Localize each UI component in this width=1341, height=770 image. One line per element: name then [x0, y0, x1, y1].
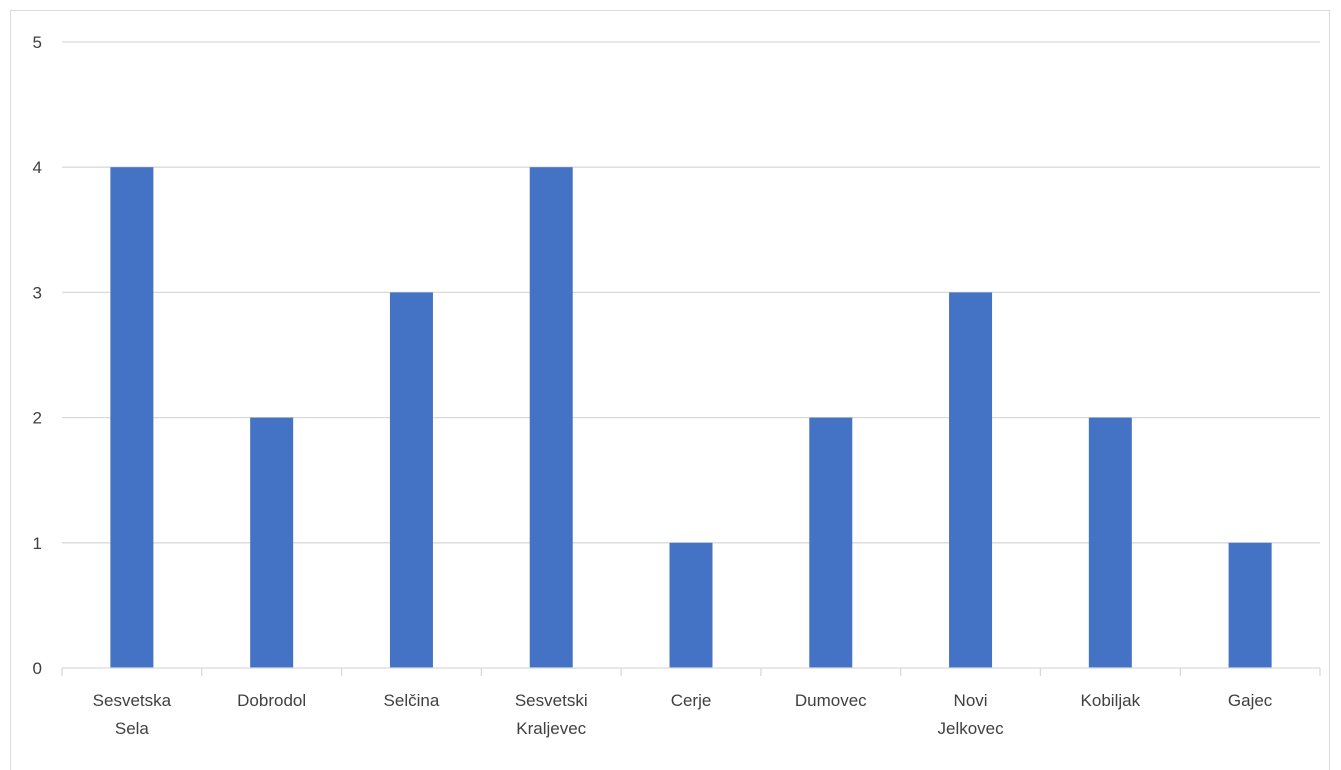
bar [110, 167, 154, 668]
bar [1228, 542, 1272, 668]
bar [529, 167, 573, 668]
x-tick-label: Sesvetski Kraljevec [515, 691, 588, 738]
bar [949, 292, 993, 668]
x-tick-label: Dumovec [795, 691, 867, 710]
y-tick-label: 2 [33, 409, 42, 428]
bar [809, 417, 853, 668]
bars [110, 167, 1272, 668]
x-tick-label: Cerje [671, 691, 712, 710]
x-tick-label: Sesvetska Sela [93, 691, 172, 738]
y-tick-label: 4 [33, 158, 42, 177]
x-axis [61, 667, 1321, 676]
bar [1088, 417, 1132, 668]
x-tick-label: Kobiljak [1081, 691, 1141, 710]
x-tick-label: Dobrodol [237, 691, 306, 710]
bar [250, 417, 294, 668]
x-tick-label: Gajec [1228, 691, 1273, 710]
y-tick-label: 5 [33, 33, 42, 52]
y-tick-label: 0 [33, 659, 42, 678]
y-tick-label: 1 [33, 534, 42, 553]
bar [669, 542, 713, 668]
x-axis-labels: Sesvetska Sela Dobrodol Selčina Sesvetski Kra… [93, 691, 1273, 738]
y-tick-label: 3 [33, 283, 42, 302]
bar [389, 292, 433, 668]
x-tick-label: Selčina [384, 691, 440, 710]
x-tick-label: Novi Jelkovec [937, 691, 1004, 738]
y-axis-ticks: 0 1 2 3 4 5 [33, 33, 42, 678]
